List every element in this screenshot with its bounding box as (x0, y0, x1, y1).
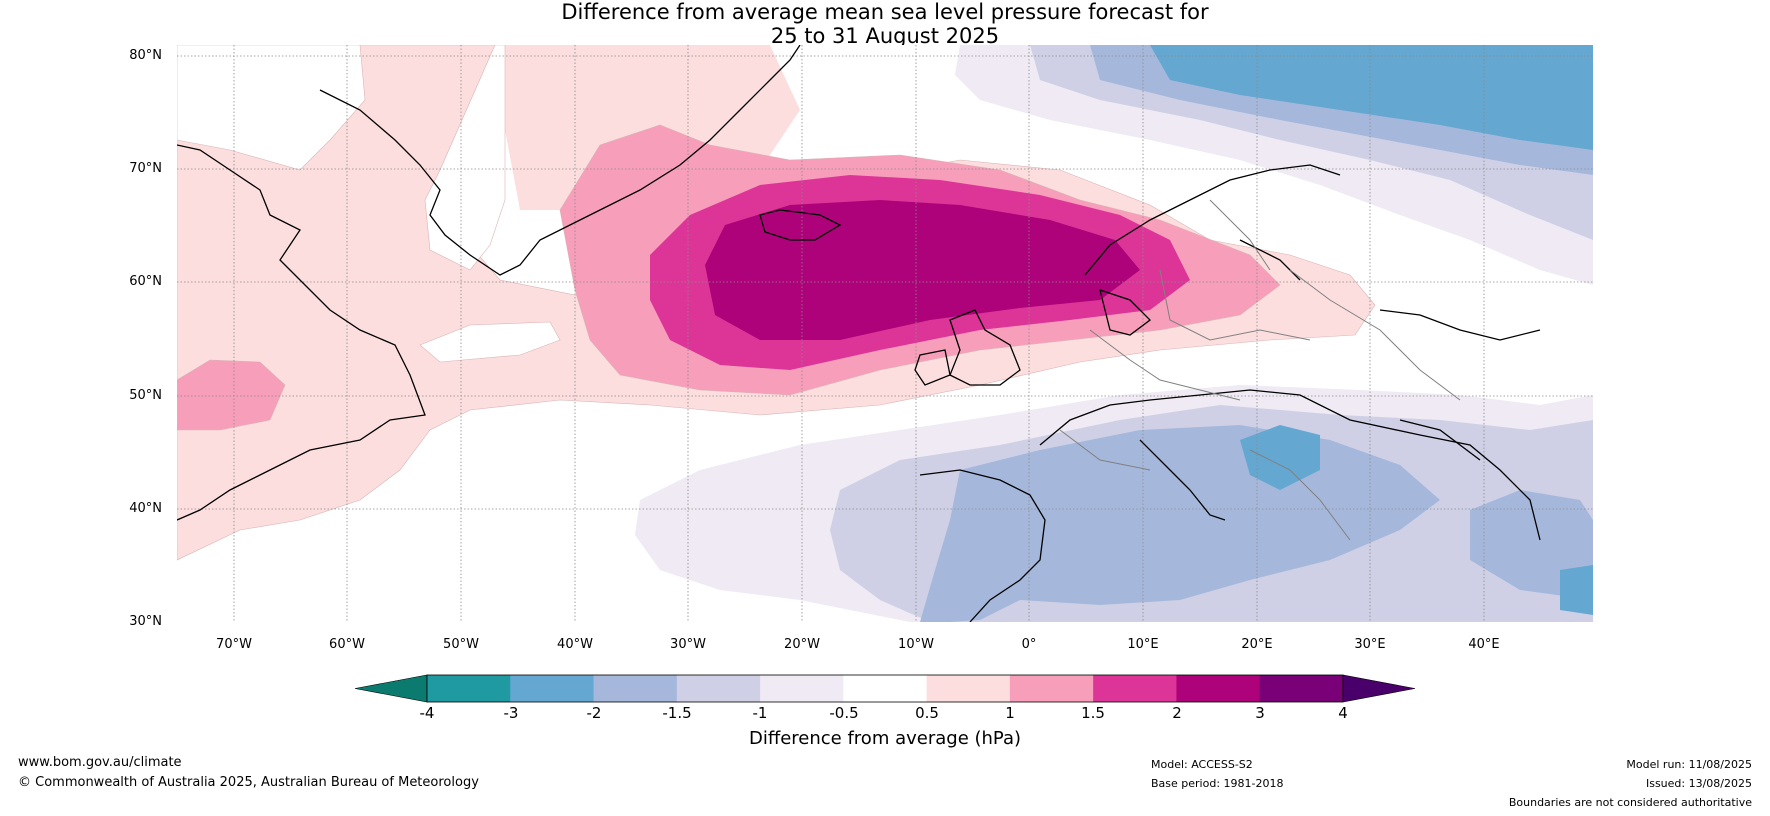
lon-label-0: 0° (1021, 637, 1037, 652)
colorbar-tick: 4 (1338, 704, 1348, 722)
colorbar-segment (843, 675, 928, 702)
lon-label-60w: 60°W (329, 637, 365, 652)
title-line-2: 25 to 31 August 2025 (770, 24, 1000, 48)
footer-base-period: Base period: 1981-2018 (1151, 777, 1284, 790)
lon-label-10e: 10°E (1127, 637, 1159, 652)
colorbar-tick: 2 (1172, 704, 1182, 722)
colorbar (354, 674, 1416, 703)
colorbar-tick: -3 (503, 704, 519, 722)
colorbar-tick: -1 (752, 704, 768, 722)
country-borders (1059, 199, 1461, 541)
footer-copyright: © Commonwealth of Australia 2025, Austra… (18, 775, 479, 790)
colorbar-segment (1176, 675, 1261, 702)
colorbar-extend-low (354, 674, 428, 703)
colorbar-tick: -0.5 (829, 704, 859, 722)
anomaly-region-neg-2-south (1240, 425, 1320, 490)
colorbar-frame (426, 674, 1344, 703)
anomaly-region-neg-2 (1150, 45, 1593, 150)
colorbar-segment (593, 675, 678, 702)
colorbar-tick: 3 (1255, 704, 1265, 722)
graticule (177, 45, 1593, 622)
colorbar-tick: -2 (586, 704, 602, 722)
colorbar-segment (510, 675, 595, 702)
colorbar-tick: 1 (1005, 704, 1015, 722)
title-line-1: Difference from average mean sea level p… (561, 0, 1209, 24)
colorbar-segment (1259, 675, 1344, 702)
colorbar-tick: 0.5 (915, 704, 939, 722)
colorbar-segment (760, 675, 844, 702)
lon-label-40e: 40°E (1468, 637, 1500, 652)
colorbar-extend-high (1342, 674, 1416, 703)
colorbar-tick: 1.5 (1081, 704, 1105, 722)
colorbar-segment (676, 675, 761, 702)
lat-label-80n: 80°N (129, 48, 162, 63)
colorbar-segment (1093, 675, 1177, 702)
map-title: Difference from average mean sea level p… (0, 0, 1770, 48)
colorbar-segment (1009, 675, 1094, 702)
footer-model: Model: ACCESS-S2 (1151, 758, 1253, 771)
colorbar-segment (926, 675, 1011, 702)
anomaly-region-1-1.5-west (177, 359, 286, 431)
lat-label-40n: 40°N (129, 501, 162, 516)
lon-label-30e: 30°E (1354, 637, 1386, 652)
lon-label-20e: 20°E (1241, 637, 1273, 652)
coastlines (177, 45, 1541, 622)
lon-label-40w: 40°W (557, 637, 593, 652)
anomaly-region-2-3 (705, 200, 1140, 340)
footer-disclaimer: Boundaries are not considered authoritat… (1508, 796, 1752, 809)
lon-label-10w: 10°W (898, 637, 934, 652)
footer-website: www.bom.gov.au/climate (18, 755, 182, 770)
neutral-pocket (177, 45, 366, 171)
anomaly-fields (177, 45, 1593, 622)
colorbar-segment (427, 675, 511, 702)
lon-label-70w: 70°W (216, 637, 252, 652)
colorbar-label: Difference from average (hPa) (748, 728, 1022, 749)
neutral-pocket-greenland (424, 45, 506, 271)
footer-issued: Issued: 13/08/2025 (1645, 777, 1752, 790)
colorbar-tick: -1.5 (662, 704, 692, 722)
lat-label-70n: 70°N (129, 161, 162, 176)
lat-label-30n: 30°N (129, 614, 162, 629)
neutral-pocket-labrador (419, 321, 561, 363)
lon-label-20w: 20°W (784, 637, 820, 652)
lon-label-50w: 50°W (443, 637, 479, 652)
lat-label-60n: 60°N (129, 274, 162, 289)
anomaly-region-neg-2-east (1560, 565, 1593, 615)
lat-label-50n: 50°N (129, 388, 162, 403)
footer-model-run: Model run: 11/08/2025 (1626, 758, 1752, 771)
colorbar-tick: -4 (419, 704, 435, 722)
lon-label-30w: 30°W (670, 637, 706, 652)
